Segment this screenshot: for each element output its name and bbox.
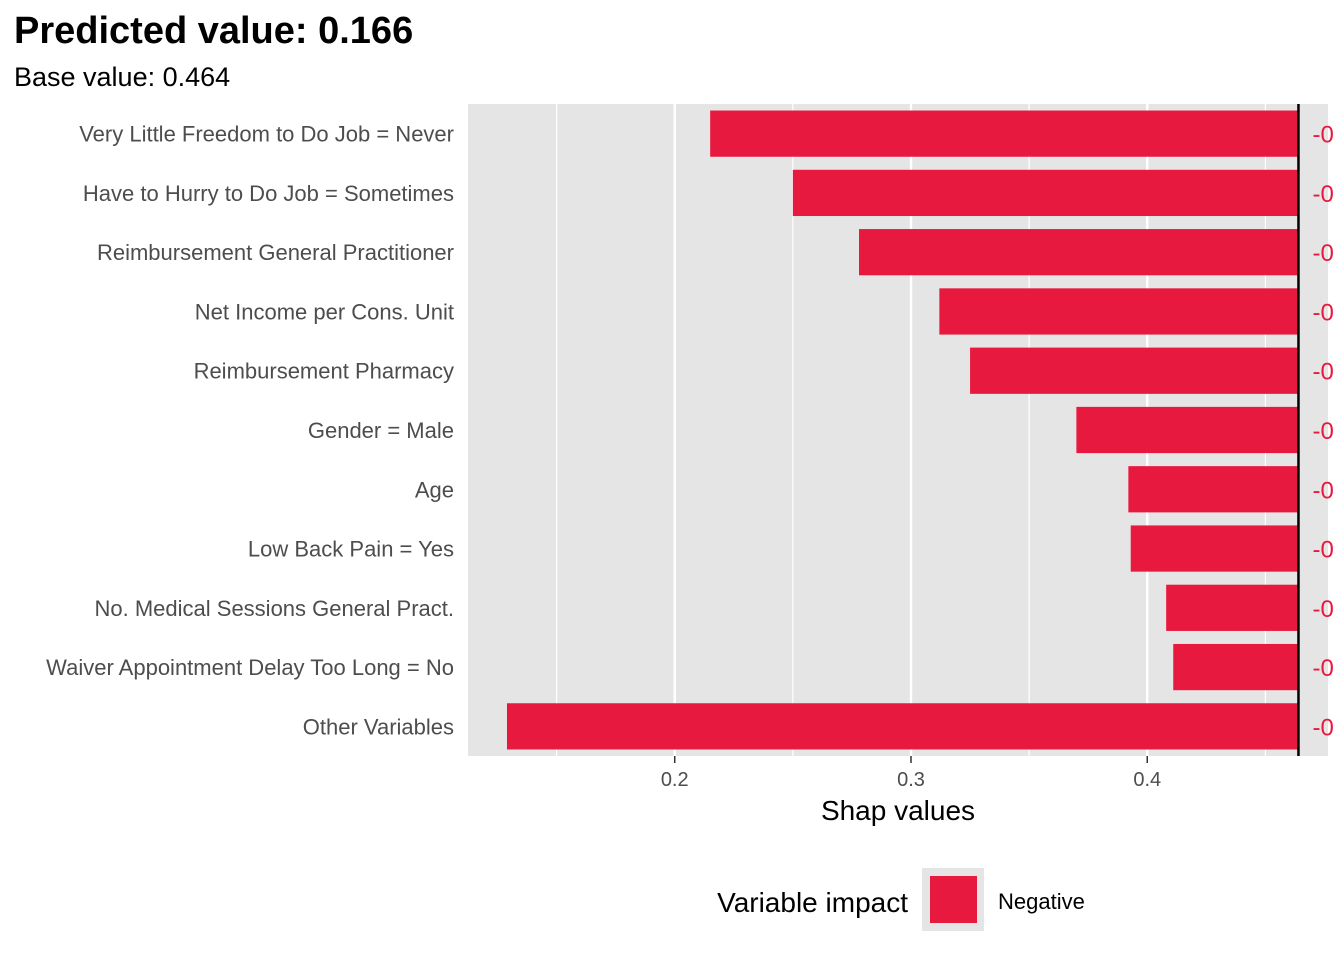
legend-title: Variable impact (717, 887, 908, 918)
y-tick-label: Very Little Freedom to Do Job = Never (79, 122, 454, 147)
bars (506, 110, 1299, 750)
legend-swatch-negative (930, 876, 977, 923)
value-label: -0 (1312, 655, 1333, 682)
y-tick-label: Reimbursement Pharmacy (194, 359, 454, 384)
y-tick-label: Waiver Appointment Delay Too Long = No (46, 655, 454, 680)
value-label: -0 (1312, 477, 1333, 504)
bar (710, 110, 1299, 157)
bar (859, 229, 1299, 276)
x-tick-label: 0.3 (897, 769, 925, 791)
x-tick-label: 0.2 (661, 769, 689, 791)
y-tick-label: Age (415, 477, 454, 502)
value-label: -0 (1312, 299, 1333, 326)
value-labels: -0 -0 -0 -0 -0 -0 -0 -0 -0 -0 -0 (1312, 122, 1333, 742)
value-label: -0 (1312, 537, 1333, 564)
bar (1076, 406, 1299, 454)
y-tick-label: Reimbursement General Practitioner (97, 240, 454, 265)
y-tick-label: Have to Hurry to Do Job = Sometimes (83, 181, 454, 206)
value-label: -0 (1312, 181, 1333, 208)
y-tick-label: Net Income per Cons. Unit (195, 299, 454, 324)
y-axis-tick-labels: Very Little Freedom to Do Job = Never Hav… (46, 122, 454, 740)
y-tick-label: Other Variables (303, 714, 454, 739)
bar (1173, 643, 1299, 691)
legend-entry-negative: Negative (998, 889, 1085, 914)
value-label: -0 (1312, 596, 1333, 623)
legend: Variable impact Negative (717, 868, 1085, 931)
bar (792, 169, 1299, 217)
y-tick-label: No. Medical Sessions General Pract. (95, 596, 455, 621)
bar (1130, 525, 1299, 572)
value-label: -0 (1312, 418, 1333, 445)
bar (1166, 584, 1299, 631)
value-label: -0 (1312, 240, 1333, 267)
chart-subtitle: Base value: 0.464 (14, 62, 230, 92)
bar (506, 703, 1299, 750)
x-tick-label: 0.4 (1133, 769, 1161, 791)
chart-title: Predicted value: 0.166 (14, 10, 413, 52)
bar (1128, 466, 1299, 513)
y-tick-label: Gender = Male (308, 418, 454, 443)
value-label: -0 (1312, 714, 1333, 741)
x-axis-ticks: 0.2 0.3 0.4 (661, 756, 1161, 791)
x-axis-label: Shap values (821, 795, 975, 826)
bar (970, 347, 1299, 394)
bar (939, 288, 1299, 335)
y-tick-label: Low Back Pain = Yes (248, 537, 454, 562)
value-label: -0 (1312, 359, 1333, 386)
value-label: -0 (1312, 122, 1333, 149)
